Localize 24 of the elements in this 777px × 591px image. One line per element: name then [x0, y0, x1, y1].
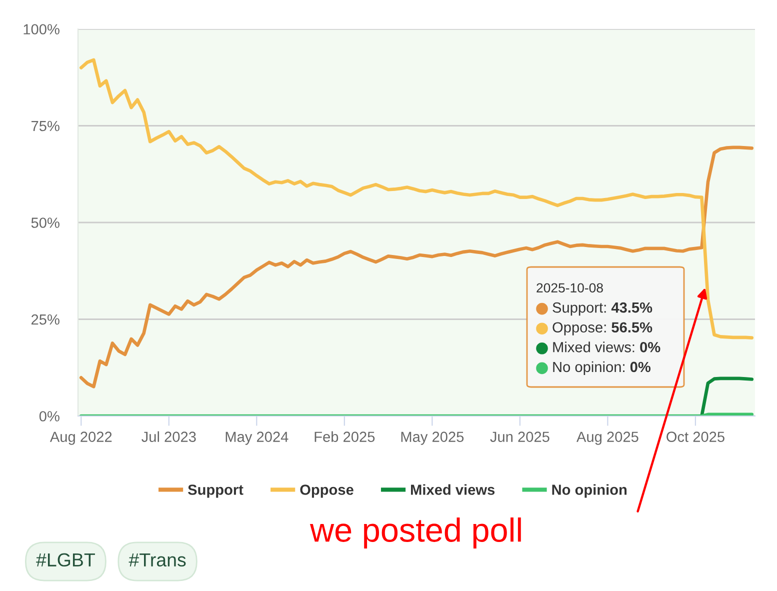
line-series: [79, 58, 754, 340]
line-series: [700, 376, 754, 416]
y-tick-label: 100%: [24, 24, 60, 34]
legend-label: Support: [188, 484, 244, 498]
x-tick-label: Jun 2025: [490, 432, 550, 442]
y-tick-label: 0%: [39, 411, 60, 422]
y-tick-label: 25%: [31, 314, 60, 325]
legend-label: Mixed views: [411, 484, 495, 495]
x-tick-label: Oct 2025: [666, 432, 724, 442]
x-tick-label: Jul 2023: [142, 431, 196, 442]
y-tick-label: 50%: [31, 218, 60, 228]
x-tick-label: Feb 2025: [314, 431, 375, 442]
text: 2025-10-08 Support: 43.5% Oppose: 56.5% Mixed views: 0% No opinion: 0%: [536, 283, 660, 375]
x-tick-label: May 2025: [401, 432, 464, 445]
x-tick-label: May 2024: [226, 432, 288, 445]
legend-label: Oppose: [300, 484, 354, 498]
text: we posted poll: [310, 517, 521, 549]
x-tick-label: Aug 2022: [50, 432, 112, 445]
legend-label: No opinion: [552, 484, 627, 498]
x-tick-label: Aug 2025: [576, 432, 638, 445]
text: #LGBT: [36, 553, 95, 567]
line-series: [79, 146, 754, 388]
text: #Trans: [128, 553, 186, 567]
y-tick-label: 75%: [32, 120, 60, 132]
